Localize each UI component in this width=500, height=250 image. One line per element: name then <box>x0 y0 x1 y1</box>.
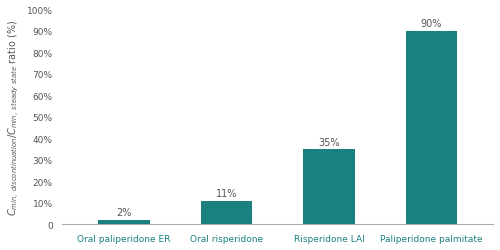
Bar <box>406 32 457 224</box>
Bar <box>98 220 150 224</box>
Bar <box>201 201 252 224</box>
Text: 90%: 90% <box>421 19 442 29</box>
Text: 11%: 11% <box>216 188 237 198</box>
Text: 2%: 2% <box>116 208 132 218</box>
Y-axis label: $C_{min,\ discontinuation}$/$C_{min,\ steady\ state}$ ratio (%): $C_{min,\ discontinuation}$/$C_{min,\ st… <box>7 20 22 215</box>
Text: 35%: 35% <box>318 137 340 147</box>
Bar <box>304 150 354 224</box>
